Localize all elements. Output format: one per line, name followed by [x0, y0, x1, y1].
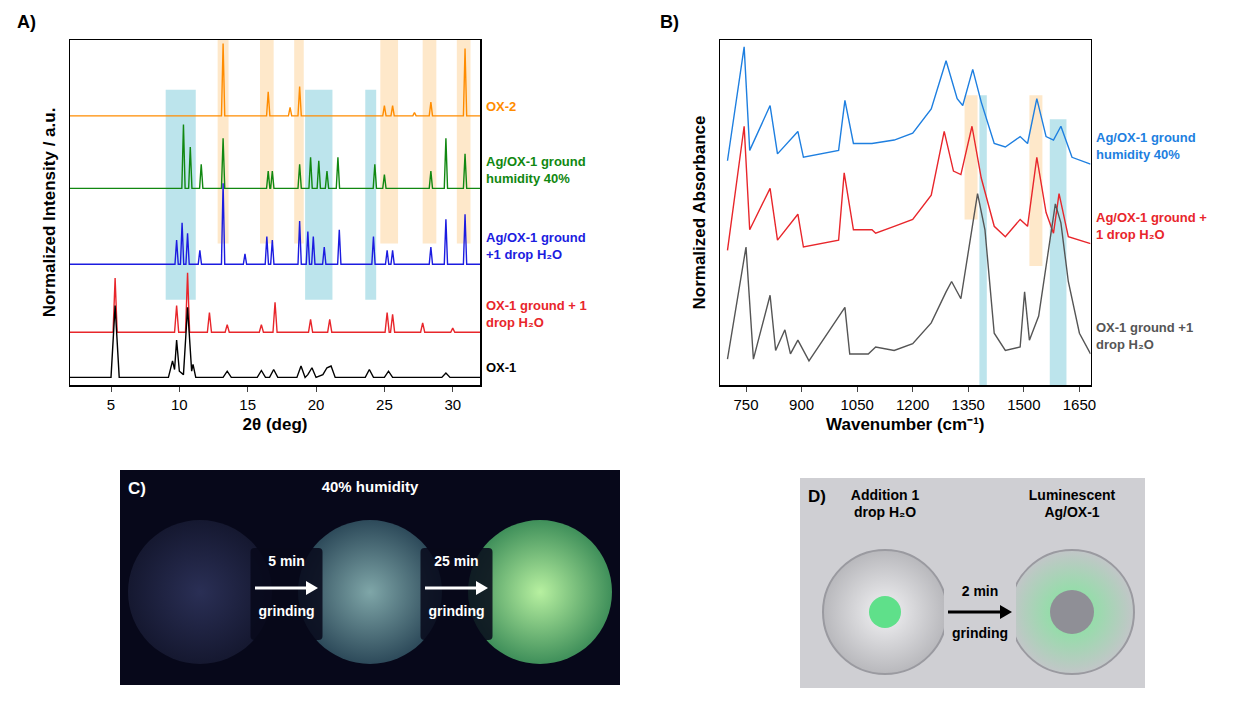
svg-text:1500: 1500: [1007, 396, 1040, 413]
svg-text:5: 5: [107, 396, 115, 413]
svg-text:OX-2: OX-2: [486, 99, 516, 114]
svg-text:750: 750: [733, 396, 758, 413]
svg-text:grinding: grinding: [259, 603, 315, 619]
svg-text:30: 30: [444, 396, 461, 413]
svg-text:OX-1: OX-1: [486, 360, 516, 375]
svg-text:10: 10: [171, 396, 188, 413]
svg-text:OX-1 ground + 1drop H₂O: OX-1 ground + 1drop H₂O: [486, 298, 587, 330]
svg-text:C): C): [128, 479, 146, 498]
svg-text:B): B): [660, 12, 679, 32]
svg-text:OX-1 ground +1drop H₂O: OX-1 ground +1drop H₂O: [1096, 320, 1193, 352]
svg-text:Wavenumber (cm⁻¹): Wavenumber (cm⁻¹): [826, 415, 984, 434]
svg-text:Ag/OX-1 ground+1 drop H₂O: Ag/OX-1 ground+1 drop H₂O: [486, 230, 586, 262]
svg-text:Ag/OX-1 groundhumidity 40%: Ag/OX-1 groundhumidity 40%: [486, 154, 586, 186]
svg-text:drop H₂O: drop H₂O: [854, 504, 916, 520]
svg-text:1350: 1350: [952, 396, 985, 413]
svg-text:Ag/OX-1 ground +1 drop H₂O: Ag/OX-1 ground +1 drop H₂O: [1096, 210, 1207, 242]
svg-text:grinding: grinding: [952, 625, 1008, 641]
svg-text:D): D): [808, 487, 826, 506]
svg-text:Ag/OX-1 groundhumidity 40%: Ag/OX-1 groundhumidity 40%: [1096, 130, 1196, 162]
svg-text:900: 900: [789, 396, 814, 413]
svg-text:15: 15: [239, 396, 256, 413]
svg-text:Luminescent: Luminescent: [1029, 487, 1116, 503]
svg-text:grinding: grinding: [429, 603, 485, 619]
svg-text:40% humidity: 40% humidity: [322, 478, 419, 495]
svg-text:5 min: 5 min: [268, 553, 305, 569]
svg-text:Normalized Absorbance: Normalized Absorbance: [690, 116, 709, 310]
svg-text:20: 20: [308, 396, 325, 413]
svg-text:1050: 1050: [840, 396, 873, 413]
svg-text:25: 25: [376, 396, 393, 413]
svg-text:A): A): [17, 12, 36, 32]
svg-text:25 min: 25 min: [434, 553, 478, 569]
svg-text:1650: 1650: [1063, 396, 1096, 413]
svg-text:Addition 1: Addition 1: [851, 487, 920, 503]
svg-text:1200: 1200: [896, 396, 929, 413]
svg-text:2 min: 2 min: [962, 583, 999, 599]
svg-text:2θ (deg): 2θ (deg): [243, 415, 308, 434]
svg-text:Normalized Intensity / a.u.: Normalized Intensity / a.u.: [40, 108, 59, 318]
svg-text:Ag/OX-1: Ag/OX-1: [1044, 504, 1099, 520]
